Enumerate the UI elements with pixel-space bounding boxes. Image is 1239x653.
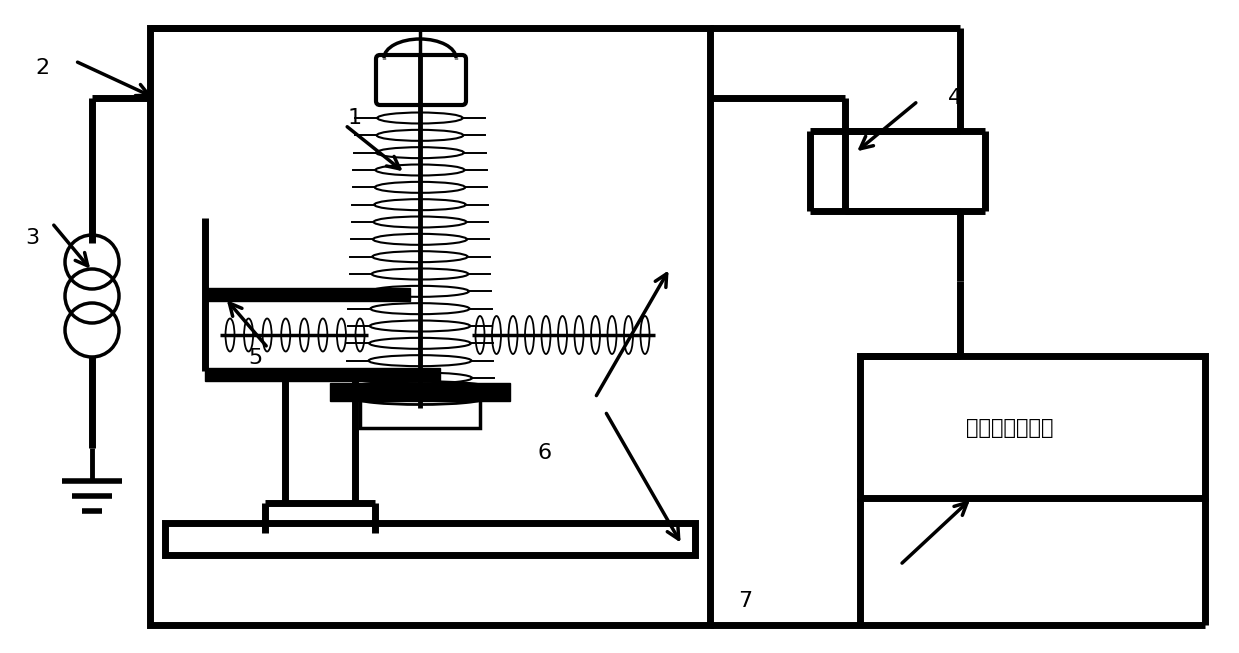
Bar (204, 368, 440, 381)
Text: 4: 4 (948, 88, 961, 108)
Text: 6: 6 (538, 443, 553, 463)
Bar (165, 523, 695, 555)
Bar (204, 288, 410, 301)
Text: 3: 3 (25, 228, 40, 248)
Text: 2: 2 (35, 58, 50, 78)
Bar (812, 133, 983, 209)
Bar (150, 28, 710, 625)
Text: 1: 1 (348, 108, 362, 128)
Text: 光纤衰减监测仪: 光纤衰减监测仪 (966, 418, 1053, 438)
Bar (860, 356, 1206, 498)
Text: 5: 5 (248, 348, 263, 368)
Text: 7: 7 (738, 591, 752, 611)
Bar (330, 383, 510, 401)
Bar (361, 396, 479, 428)
